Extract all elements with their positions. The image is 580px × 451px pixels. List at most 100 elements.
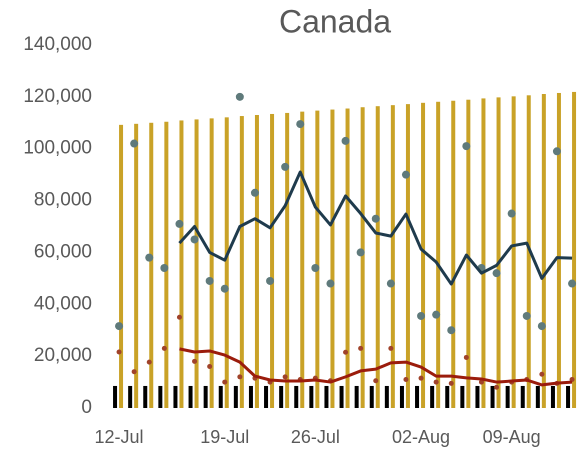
bar: [254, 115, 259, 408]
dot: [146, 359, 152, 365]
bar: [520, 385, 525, 408]
dot: [282, 374, 288, 380]
dot: [207, 364, 213, 370]
x-tick-label: 09-Aug: [483, 427, 541, 447]
dot: [115, 322, 124, 331]
bar: [270, 113, 275, 408]
dot: [358, 345, 364, 351]
bar: [526, 95, 531, 409]
x-tick-label: 02-Aug: [392, 427, 450, 447]
bar: [511, 96, 516, 409]
bar: [481, 98, 486, 409]
x-tick-label: 19-Jul: [200, 427, 249, 447]
bar: [436, 101, 441, 408]
dot: [343, 349, 349, 355]
dot: [537, 322, 546, 331]
bar: [113, 385, 118, 408]
bar: [375, 106, 380, 408]
y-tick-label: 100,000: [23, 138, 92, 159]
bar: [285, 112, 290, 408]
dot: [401, 170, 410, 179]
dot: [145, 253, 154, 262]
dot: [552, 147, 561, 156]
bar: [535, 385, 540, 408]
dot: [462, 142, 471, 151]
bar: [209, 118, 214, 408]
dot: [341, 136, 350, 145]
dot: [311, 263, 320, 272]
dot: [507, 209, 516, 218]
bar: [369, 385, 374, 408]
dot: [463, 354, 469, 360]
x-tick-label: 26-Jul: [291, 427, 340, 447]
bar: [390, 105, 395, 408]
bar: [384, 385, 389, 408]
bar: [330, 109, 335, 409]
dot: [371, 214, 380, 223]
bar: [188, 385, 193, 408]
bar: [324, 385, 329, 408]
line: [178, 170, 573, 286]
dot: [161, 345, 167, 351]
dot: [388, 345, 394, 351]
dot: [373, 378, 379, 384]
bar: [556, 92, 561, 408]
bar: [279, 385, 284, 408]
bar: [264, 385, 269, 408]
dot: [492, 269, 501, 278]
bar: [541, 94, 546, 408]
bar: [203, 385, 208, 408]
bar: [490, 385, 495, 408]
dot: [447, 326, 456, 335]
x-tick-label: 12-Jul: [95, 427, 144, 447]
bar: [158, 385, 163, 408]
dot: [386, 279, 395, 288]
y-tick-label: 140,000: [23, 34, 92, 55]
bar: [233, 385, 238, 408]
bar: [405, 104, 410, 409]
bar: [248, 385, 253, 408]
bar: [339, 385, 344, 408]
bar: [451, 100, 456, 408]
dot: [116, 349, 122, 355]
dot: [235, 92, 244, 101]
dot: [250, 188, 259, 197]
line: [179, 347, 573, 387]
bar: [475, 385, 480, 408]
dot: [417, 311, 426, 320]
bar: [315, 110, 320, 408]
dot: [281, 162, 290, 171]
dot: [522, 311, 531, 320]
dot: [237, 374, 243, 380]
dot: [175, 219, 184, 228]
dot: [539, 371, 545, 377]
bar: [134, 123, 139, 408]
dot: [418, 375, 424, 381]
bar: [224, 117, 229, 409]
dot: [222, 379, 228, 385]
bar: [505, 385, 510, 408]
bar: [496, 97, 501, 408]
bar: [354, 385, 359, 408]
bar: [466, 99, 471, 408]
bar: [445, 385, 450, 408]
dot: [130, 139, 139, 148]
dot: [220, 284, 229, 293]
dot: [266, 276, 275, 285]
bar: [460, 385, 465, 408]
bar: [309, 385, 314, 408]
bar: [300, 111, 305, 409]
y-tick-label: 80,000: [34, 190, 92, 211]
y-tick-label: 60,000: [34, 241, 92, 262]
dot: [190, 235, 199, 244]
y-tick-label: 120,000: [23, 86, 92, 107]
bar: [149, 122, 154, 409]
dot: [432, 310, 441, 319]
bar: [345, 108, 350, 409]
dot: [494, 384, 500, 390]
bar: [294, 385, 299, 408]
bar: [128, 385, 133, 408]
bar: [194, 119, 199, 408]
bar: [430, 385, 435, 408]
